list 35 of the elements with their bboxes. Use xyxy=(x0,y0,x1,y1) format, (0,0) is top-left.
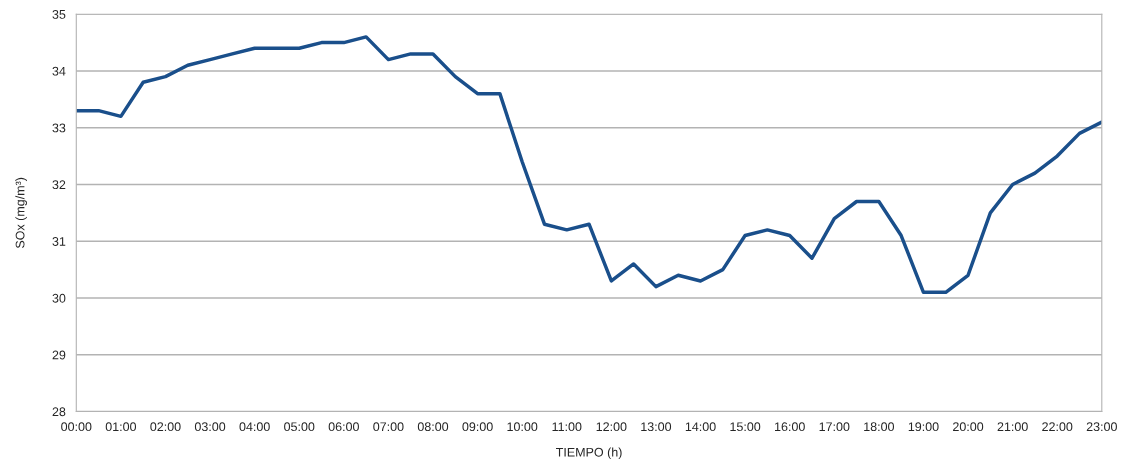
x-tick-label: 05:00 xyxy=(284,422,315,432)
y-tick-label: 34 xyxy=(52,66,66,76)
x-tick-label: 19:00 xyxy=(908,422,939,432)
x-tick-label: 20:00 xyxy=(953,422,984,432)
x-tick-label: 07:00 xyxy=(373,422,404,432)
y-tick-label: 29 xyxy=(52,350,66,360)
x-axis-title: TIEMPO (h) xyxy=(556,447,622,460)
x-tick-label: 12:00 xyxy=(596,422,627,432)
y-axis-title: SOx (mg/m³) xyxy=(15,177,27,249)
x-tick-label: 22:00 xyxy=(1042,422,1073,432)
x-tick-label: 16:00 xyxy=(775,422,805,432)
x-tick-label: 09:00 xyxy=(462,422,493,432)
x-tick-label: 10:00 xyxy=(507,422,538,432)
x-tick-label: 17:00 xyxy=(819,422,850,432)
y-tick-label: 32 xyxy=(52,180,66,190)
line-series xyxy=(76,35,1102,295)
x-tick-label: 01:00 xyxy=(105,422,137,432)
y-tick-label: 31 xyxy=(52,237,66,246)
x-tick-label: 06:00 xyxy=(328,422,359,432)
y-tick-label: 30 xyxy=(52,293,66,303)
y-tick-label: 33 xyxy=(52,123,66,133)
x-tick-label: 18:00 xyxy=(864,422,895,432)
x-tick-label: 04:00 xyxy=(239,422,270,432)
x-tick-label: 15:00 xyxy=(730,422,761,432)
x-tick-label: 11:00 xyxy=(552,422,582,432)
x-tick-label: 23:00 xyxy=(1086,422,1117,432)
x-tick-label: 02:00 xyxy=(150,422,181,432)
x-tick-label: 08:00 xyxy=(417,422,449,432)
x-tick-label: 13:00 xyxy=(641,422,672,432)
y-tick-label: 28 xyxy=(52,407,66,417)
x-tick-label: 14:00 xyxy=(685,422,716,432)
y-tick-label: 35 xyxy=(52,9,66,19)
x-tick-label: 03:00 xyxy=(194,422,226,432)
x-tick-label: 00:00 xyxy=(61,422,92,432)
x-tick-label: 21:00 xyxy=(997,422,1028,432)
